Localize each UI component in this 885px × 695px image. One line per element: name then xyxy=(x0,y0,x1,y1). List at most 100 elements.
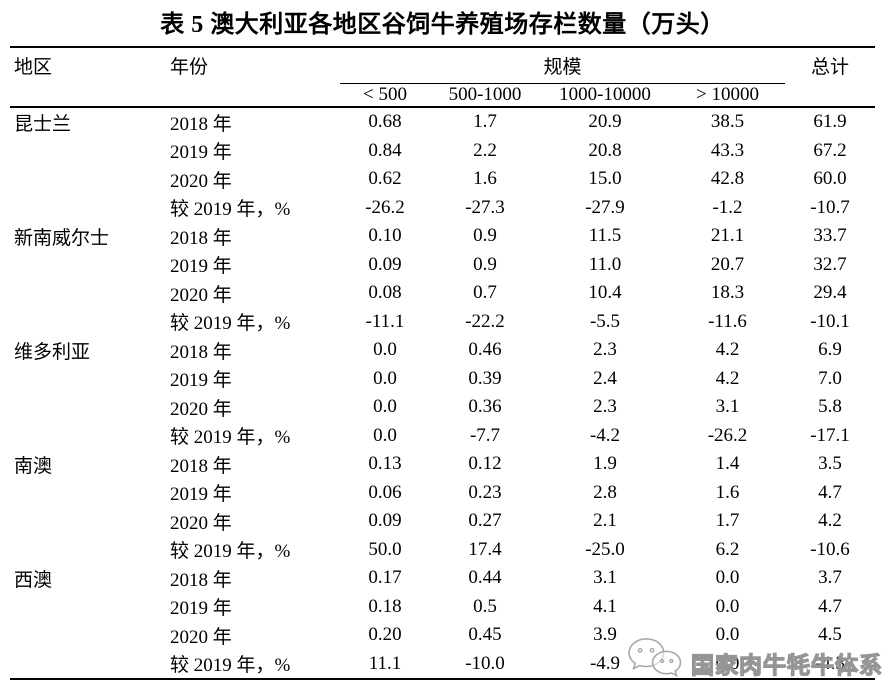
region-label: 西澳 xyxy=(14,569,53,591)
header-row-1: 地区 年份 规模 总计 xyxy=(10,46,876,84)
value-cell: 0.62 xyxy=(368,168,402,190)
data-table: 地区 年份 规模 总计 < 500 500-1000 1000-10000 > … xyxy=(10,46,876,680)
row-label: 2020 年 xyxy=(170,284,232,306)
value-cell: 0.08 xyxy=(368,282,402,304)
col-header-scale: 规模 xyxy=(340,46,786,84)
value-cell: 0.9 xyxy=(473,253,497,275)
value-cell: 3.1 xyxy=(593,567,617,589)
table-row: 2020 年 0.0 0.36 2.3 3.1 5.8 xyxy=(10,393,875,422)
value-cell: 0.0 xyxy=(373,424,397,446)
value-cell: 11.5 xyxy=(588,225,622,247)
table-row: 2019 年 0.09 0.9 11.0 20.7 32.7 xyxy=(10,251,875,280)
region-label: 南澳 xyxy=(14,455,53,477)
value-cell: 1.7 xyxy=(473,111,497,133)
col-header-scale-1000-10000: 1000-10000 xyxy=(540,83,670,108)
value-cell: 6.9 xyxy=(818,339,842,361)
table-row: 新南威尔士 2018 年 0.10 0.9 11.5 21.1 33.7 xyxy=(10,222,875,251)
row-label: 2018 年 xyxy=(170,569,232,591)
value-cell: -4.9 xyxy=(540,649,670,680)
row-label: 2020 年 xyxy=(170,512,232,534)
value-cell: 42.8 xyxy=(710,168,745,190)
value-cell: -11.6 xyxy=(708,310,747,332)
value-cell: 3.9 xyxy=(593,624,617,646)
value-cell: 0.84 xyxy=(368,139,402,161)
header-spacer xyxy=(165,83,340,108)
region-label: 新南威尔士 xyxy=(14,227,110,249)
value-cell: 4.7 xyxy=(818,481,842,503)
value-cell: 3.1 xyxy=(715,396,740,418)
table-row: 较 2019 年，% 50.0 17.4 -25.0 6.2 -10.6 xyxy=(10,536,875,565)
value-cell: 0.0 xyxy=(373,396,397,418)
value-cell: 18.3 xyxy=(710,282,745,304)
header-spacer xyxy=(10,83,165,108)
value-cell: 1.4 xyxy=(715,453,740,475)
value-cell: -10.6 xyxy=(810,538,850,560)
value-cell: 10.4 xyxy=(588,282,622,304)
value-cell: 2.2 xyxy=(473,139,497,161)
value-cell: 33.7 xyxy=(813,225,847,247)
value-cell: -25.0 xyxy=(585,538,625,560)
value-cell: -10.1 xyxy=(810,310,850,332)
value-cell: 3.7 xyxy=(818,567,842,589)
table-row: 2019 年 0.06 0.23 2.8 1.6 4.7 xyxy=(10,479,875,508)
value-cell: 0.10 xyxy=(368,225,402,247)
value-cell: 20.9 xyxy=(588,111,622,133)
value-cell: 4.2 xyxy=(715,367,740,389)
value-cell: 0.27 xyxy=(468,510,502,532)
value-cell: 15.0 xyxy=(588,168,622,190)
region-label xyxy=(10,365,165,394)
value-cell: 0.17 xyxy=(368,567,402,589)
value-cell: 0.7 xyxy=(473,282,497,304)
value-cell: -22.2 xyxy=(465,310,505,332)
col-header-year: 年份 xyxy=(165,46,340,84)
value-cell: 21.1 xyxy=(710,225,745,247)
row-label: 2019 年 xyxy=(170,256,232,278)
region-label: 维多利亚 xyxy=(14,341,91,363)
value-cell: 0.13 xyxy=(368,453,402,475)
table-row: 2020 年 0.62 1.6 15.0 42.8 60.0 xyxy=(10,165,875,194)
value-cell: 50.0 xyxy=(368,538,402,560)
value-cell: 2.3 xyxy=(593,396,617,418)
value-cell: 3.5 xyxy=(818,453,842,475)
value-cell: 0.36 xyxy=(468,396,502,418)
table-row: 2020 年 0.20 0.45 3.9 0.0 4.5 xyxy=(10,621,875,650)
col-header-scale-500-1000: 500-1000 xyxy=(430,83,540,108)
value-cell: -17.1 xyxy=(810,424,850,446)
region-label xyxy=(10,393,165,422)
value-cell: 4.1 xyxy=(593,595,617,617)
value-cell: -5.5 xyxy=(589,310,621,332)
value-cell: 0.06 xyxy=(368,481,402,503)
row-label: 2018 年 xyxy=(170,341,232,363)
region-label xyxy=(10,194,165,223)
value-cell: -11.1 xyxy=(365,310,405,332)
value-cell: 32.7 xyxy=(813,253,847,275)
row-label: 较 2019 年，% xyxy=(170,427,291,449)
value-cell: 67.2 xyxy=(813,139,847,161)
row-label: 较 2019 年，% xyxy=(170,313,291,335)
value-cell: 0.23 xyxy=(468,481,502,503)
table-title: 表 5 澳大利亚各地区谷饲牛养殖场存栏数量（万头） xyxy=(160,12,725,38)
region-label xyxy=(10,279,165,308)
value-cell: 0.0 xyxy=(373,339,397,361)
col-header-total: 总计 xyxy=(785,46,876,84)
table-header: 地区 年份 规模 总计 < 500 500-1000 1000-10000 > … xyxy=(10,46,876,108)
table-row: 西澳 2018 年 0.17 0.44 3.1 0.0 3.7 xyxy=(10,564,875,593)
value-cell: 11.0 xyxy=(588,253,622,275)
value-cell: 0.0 xyxy=(715,595,740,617)
value-cell: 0.09 xyxy=(368,510,402,532)
value-cell: -10.0 xyxy=(430,649,540,680)
value-cell: -26.2 xyxy=(365,196,405,218)
value-cell: 7.0 xyxy=(818,367,842,389)
value-cell: 2.1 xyxy=(593,510,617,532)
table-body: 昆士兰 2018 年 0.68 1.7 20.9 38.5 61.9 2019 年 0.84 2.… xyxy=(10,107,876,680)
value-cell: -7.7 xyxy=(469,424,501,446)
value-cell: 0.18 xyxy=(368,595,402,617)
value-cell: -4.3 xyxy=(785,649,876,680)
row-label: 2020 年 xyxy=(170,626,232,648)
value-cell: 2.8 xyxy=(593,481,617,503)
region-label xyxy=(10,507,165,536)
row-label: 2019 年 xyxy=(170,370,232,392)
region-label xyxy=(10,422,165,451)
row-label: 2019 年 xyxy=(170,598,232,620)
region-label xyxy=(10,621,165,650)
